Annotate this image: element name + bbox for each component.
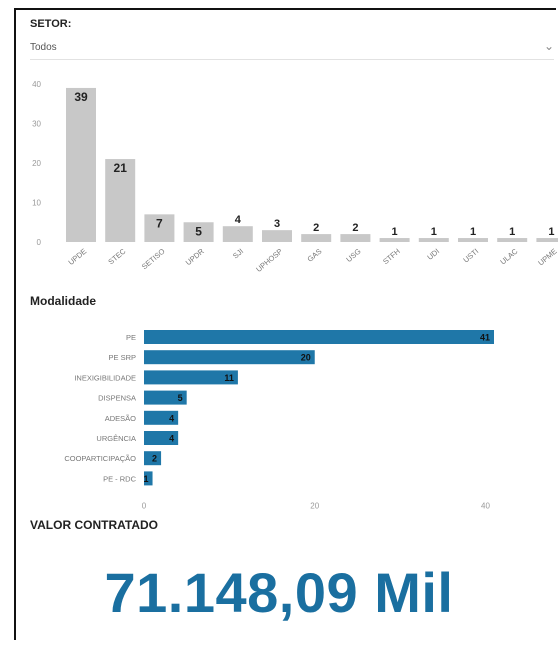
setor-bar bbox=[379, 238, 410, 242]
setor-bar-chart: 01020304039UPDE21STEC7SETISO5UPDR4SJI3UP… bbox=[32, 80, 558, 274]
setor-category-label: UPME bbox=[536, 247, 558, 268]
setor-data-label: 2 bbox=[352, 222, 358, 234]
modalidade-bar bbox=[144, 431, 179, 445]
modalidade-bar bbox=[144, 390, 187, 405]
y-tick-label: 40 bbox=[32, 80, 41, 89]
setor-bar bbox=[340, 234, 371, 242]
y-tick-label: 20 bbox=[32, 159, 41, 168]
dashboard-frame bbox=[14, 8, 556, 640]
setor-category-label: UPDE bbox=[67, 247, 89, 267]
y-tick-label: 30 bbox=[32, 120, 41, 129]
setor-data-label: 1 bbox=[509, 226, 515, 238]
setor-data-label: 1 bbox=[470, 226, 476, 238]
setor-data-label: 2 bbox=[313, 222, 319, 234]
modalidade-category-label: PE SRP bbox=[108, 353, 136, 362]
modalidade-data-label: 5 bbox=[178, 393, 183, 403]
x-tick-label: 0 bbox=[142, 502, 147, 511]
setor-data-label: 1 bbox=[431, 226, 437, 238]
setor-bar bbox=[66, 87, 96, 242]
setor-category-label: STEC bbox=[106, 246, 128, 266]
setor-data-label: 1 bbox=[548, 226, 554, 238]
setor-data-label: 5 bbox=[195, 224, 202, 238]
modalidade-data-label: 1 bbox=[144, 474, 149, 484]
setor-bar bbox=[301, 234, 332, 242]
setor-data-label: 3 bbox=[274, 218, 280, 230]
setor-category-label: SETISO bbox=[140, 247, 167, 272]
setor-bar bbox=[222, 226, 253, 242]
x-tick-label: 40 bbox=[481, 502, 490, 511]
modalidade-data-label: 4 bbox=[169, 434, 174, 444]
setor-data-label: 21 bbox=[114, 161, 128, 175]
modalidade-data-label: 4 bbox=[169, 413, 174, 423]
modalidade-bar bbox=[144, 350, 315, 365]
modalidade-category-label: COOPARTICIPAÇÃO bbox=[64, 454, 136, 463]
setor-dropdown-value: Todos bbox=[30, 42, 57, 53]
setor-category-label: USG bbox=[344, 247, 362, 264]
modalidade-bar bbox=[144, 370, 238, 385]
setor-category-label: UPDR bbox=[184, 246, 207, 267]
setor-bar bbox=[262, 230, 292, 242]
modalidade-category-label: PE bbox=[126, 333, 136, 342]
setor-category-label: GAS bbox=[306, 247, 324, 264]
setor-data-label: 7 bbox=[156, 216, 163, 230]
modalidade-bar bbox=[144, 451, 162, 466]
valor-contratado-title: VALOR CONTRATADO bbox=[30, 518, 158, 532]
modalidade-bar bbox=[144, 471, 153, 486]
setor-data-label: 1 bbox=[392, 226, 398, 238]
modalidade-category-label: ADESÃO bbox=[105, 414, 136, 423]
setor-category-label: USTI bbox=[461, 247, 480, 265]
setor-category-label: STFH bbox=[381, 247, 402, 266]
setor-data-label: 4 bbox=[235, 214, 242, 226]
x-tick-label: 20 bbox=[310, 502, 319, 511]
modalidade-data-label: 20 bbox=[301, 353, 311, 363]
setor-bar bbox=[497, 238, 528, 242]
modalidade-category-label: URGÊNCIA bbox=[96, 434, 136, 443]
setor-bar bbox=[458, 238, 488, 242]
setor-category-label: UPHOSP bbox=[254, 247, 284, 274]
chevron-down-icon[interactable]: ⌄ bbox=[543, 39, 554, 53]
setor-bar bbox=[105, 159, 136, 242]
y-tick-label: 10 bbox=[32, 199, 41, 208]
modalidade-title: Modalidade bbox=[30, 294, 97, 308]
setor-dropdown[interactable]: Todos ⌄ bbox=[30, 38, 554, 60]
setor-filter-label: SETOR: bbox=[30, 18, 72, 30]
setor-category-label: UDI bbox=[425, 247, 441, 262]
setor-bar bbox=[418, 238, 449, 242]
modalidade-data-label: 41 bbox=[480, 333, 490, 343]
setor-bar bbox=[183, 222, 214, 242]
setor-category-label: ULAC bbox=[498, 246, 520, 266]
modalidade-category-label: INEXIGIBILIDADE bbox=[74, 373, 136, 382]
y-tick-label: 0 bbox=[37, 238, 42, 247]
modalidade-data-label: 11 bbox=[224, 373, 234, 383]
modalidade-category-label: DISPENSA bbox=[98, 394, 136, 403]
modalidade-bar bbox=[144, 330, 494, 344]
valor-contratado-value: 71.148,09 Mil bbox=[104, 561, 454, 624]
setor-bar bbox=[144, 214, 175, 242]
setor-category-label: SJI bbox=[231, 247, 245, 261]
setor-bar bbox=[536, 238, 558, 242]
modalidade-category-label: PE - RDC bbox=[103, 474, 137, 483]
modalidade-bar bbox=[144, 410, 179, 425]
setor-data-label: 39 bbox=[74, 90, 88, 104]
modalidade-data-label: 2 bbox=[152, 454, 157, 464]
